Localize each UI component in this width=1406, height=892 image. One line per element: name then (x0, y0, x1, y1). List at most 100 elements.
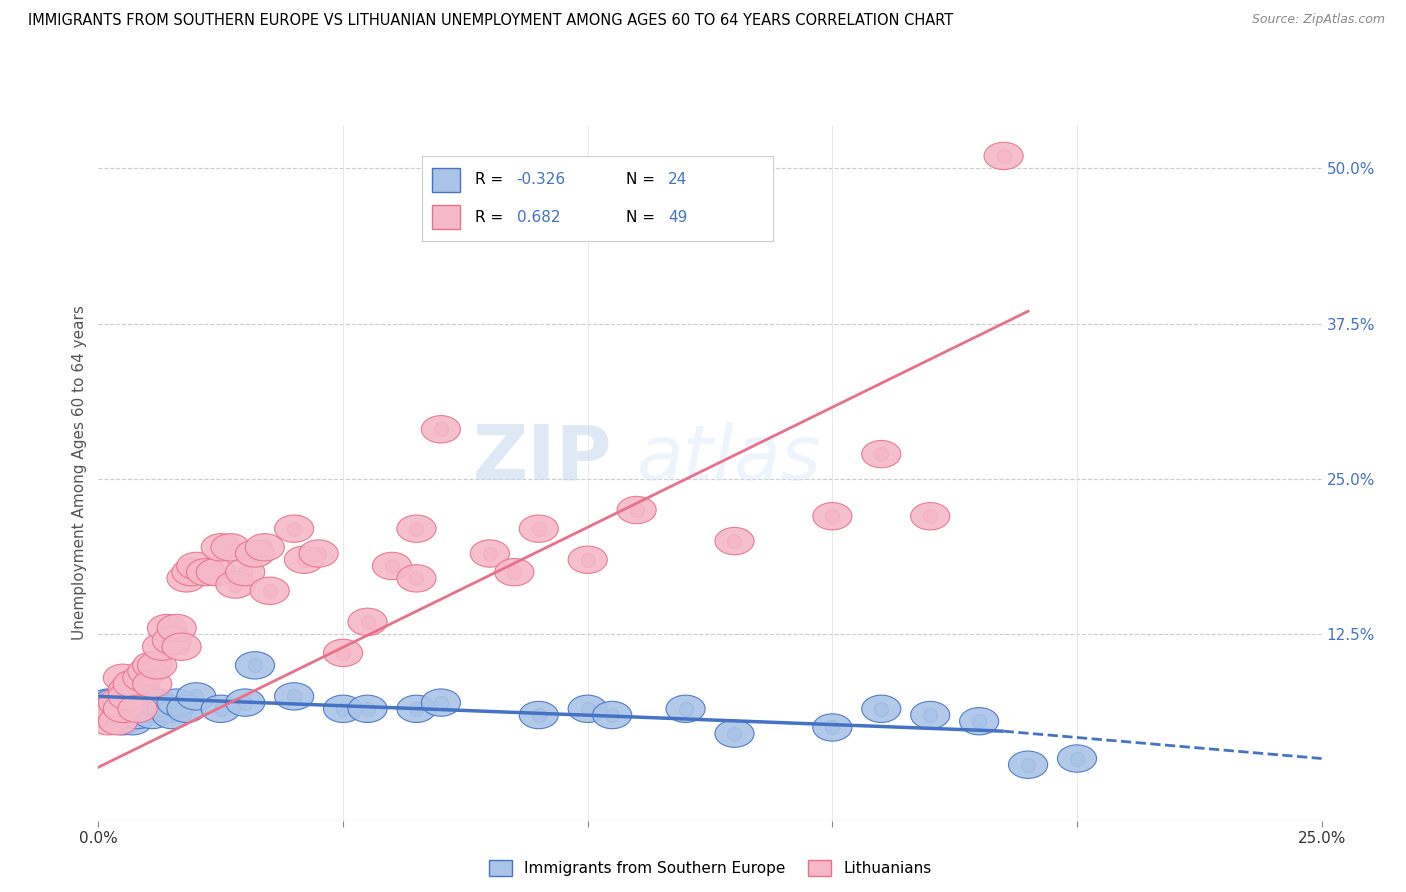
Ellipse shape (94, 695, 132, 723)
Ellipse shape (225, 558, 264, 586)
Ellipse shape (118, 701, 157, 729)
Ellipse shape (235, 652, 274, 679)
Ellipse shape (323, 695, 363, 723)
Bar (433, 168, 461, 192)
Ellipse shape (128, 658, 167, 685)
Y-axis label: Unemployment Among Ages 60 to 64 years: Unemployment Among Ages 60 to 64 years (72, 305, 87, 640)
Ellipse shape (396, 695, 436, 723)
Ellipse shape (98, 689, 138, 716)
Ellipse shape (103, 689, 142, 716)
Text: -0.326: -0.326 (517, 172, 565, 187)
Ellipse shape (813, 502, 852, 530)
Ellipse shape (162, 633, 201, 660)
Ellipse shape (197, 558, 235, 586)
Text: R =: R = (475, 210, 513, 225)
Ellipse shape (84, 695, 122, 723)
Ellipse shape (177, 552, 217, 580)
Ellipse shape (138, 689, 177, 716)
Ellipse shape (103, 707, 142, 735)
Ellipse shape (495, 558, 534, 586)
Ellipse shape (167, 565, 207, 592)
Ellipse shape (112, 707, 152, 735)
Ellipse shape (132, 652, 172, 679)
Ellipse shape (98, 707, 138, 735)
Ellipse shape (122, 689, 162, 716)
Ellipse shape (250, 577, 290, 605)
Ellipse shape (157, 689, 197, 716)
Ellipse shape (396, 515, 436, 542)
Text: N =: N = (626, 210, 659, 225)
Ellipse shape (714, 720, 754, 747)
Ellipse shape (666, 695, 706, 723)
Ellipse shape (167, 695, 207, 723)
Ellipse shape (98, 695, 138, 723)
Ellipse shape (201, 533, 240, 561)
Ellipse shape (347, 608, 387, 635)
Ellipse shape (103, 664, 142, 691)
Ellipse shape (187, 558, 225, 586)
Ellipse shape (862, 441, 901, 467)
Text: ZIP: ZIP (472, 422, 612, 496)
Ellipse shape (138, 652, 177, 679)
Ellipse shape (274, 682, 314, 710)
Text: R =: R = (475, 172, 508, 187)
Ellipse shape (89, 707, 128, 735)
Ellipse shape (94, 701, 132, 729)
Ellipse shape (89, 695, 128, 723)
Ellipse shape (217, 571, 254, 599)
Ellipse shape (118, 695, 157, 723)
Text: 0.682: 0.682 (517, 210, 560, 225)
Ellipse shape (422, 689, 461, 716)
Ellipse shape (235, 540, 274, 567)
Ellipse shape (108, 676, 148, 704)
Ellipse shape (142, 633, 181, 660)
Text: IMMIGRANTS FROM SOUTHERN EUROPE VS LITHUANIAN UNEMPLOYMENT AMONG AGES 60 TO 64 Y: IMMIGRANTS FROM SOUTHERN EUROPE VS LITHU… (28, 13, 953, 29)
Ellipse shape (108, 695, 148, 723)
Ellipse shape (157, 615, 197, 641)
Ellipse shape (813, 714, 852, 741)
Ellipse shape (245, 533, 284, 561)
Ellipse shape (396, 565, 436, 592)
Ellipse shape (323, 640, 363, 666)
Ellipse shape (89, 701, 128, 729)
Text: atlas: atlas (637, 422, 821, 496)
Text: N =: N = (626, 172, 659, 187)
Ellipse shape (148, 695, 187, 723)
Ellipse shape (201, 695, 240, 723)
Ellipse shape (568, 695, 607, 723)
Ellipse shape (592, 701, 631, 729)
Ellipse shape (152, 701, 191, 729)
Ellipse shape (172, 558, 211, 586)
Ellipse shape (299, 540, 339, 567)
Ellipse shape (132, 701, 172, 729)
Ellipse shape (94, 689, 132, 716)
Ellipse shape (911, 701, 950, 729)
Legend: Immigrants from Southern Europe, Lithuanians: Immigrants from Southern Europe, Lithuan… (482, 855, 938, 882)
Ellipse shape (274, 515, 314, 542)
Ellipse shape (1057, 745, 1097, 772)
Ellipse shape (122, 664, 162, 691)
Bar (433, 205, 461, 229)
Ellipse shape (152, 627, 191, 654)
Ellipse shape (112, 701, 152, 729)
Ellipse shape (373, 552, 412, 580)
Ellipse shape (132, 670, 172, 698)
Ellipse shape (422, 416, 461, 443)
Ellipse shape (177, 682, 217, 710)
Ellipse shape (225, 689, 264, 716)
Text: Source: ZipAtlas.com: Source: ZipAtlas.com (1251, 13, 1385, 27)
Ellipse shape (84, 695, 122, 723)
Ellipse shape (714, 527, 754, 555)
Ellipse shape (211, 533, 250, 561)
Ellipse shape (148, 615, 187, 641)
Ellipse shape (98, 701, 138, 729)
Ellipse shape (112, 670, 152, 698)
Ellipse shape (103, 695, 142, 723)
Ellipse shape (519, 515, 558, 542)
Ellipse shape (862, 695, 901, 723)
Ellipse shape (284, 546, 323, 574)
Ellipse shape (470, 540, 509, 567)
Ellipse shape (959, 707, 998, 735)
Ellipse shape (89, 689, 128, 716)
Text: 24: 24 (668, 172, 688, 187)
